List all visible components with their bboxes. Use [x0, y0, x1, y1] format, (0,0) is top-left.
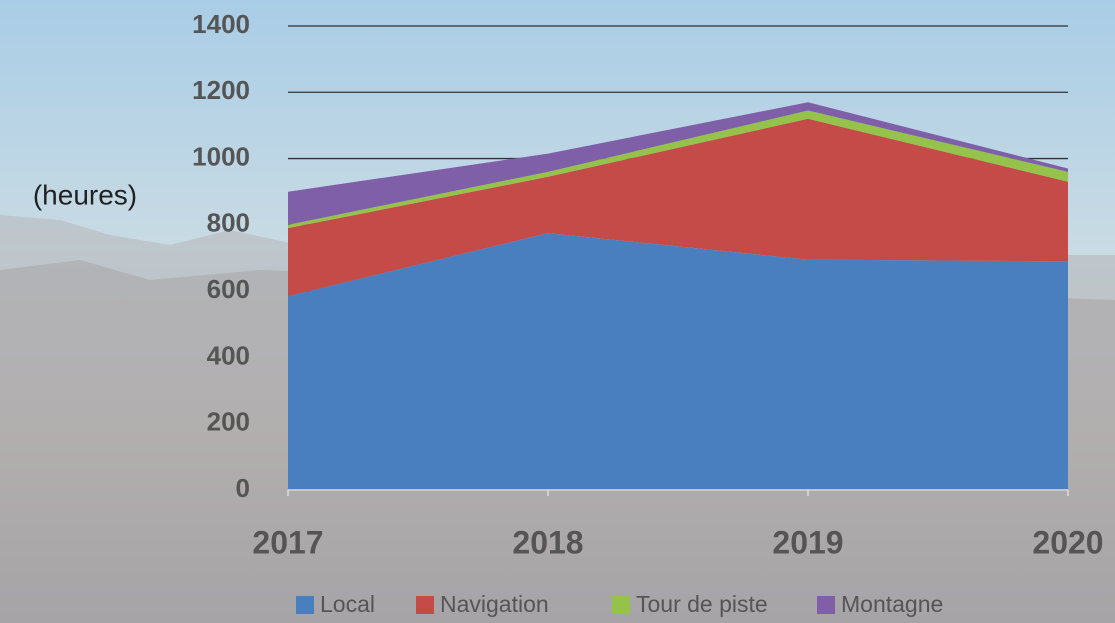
- legend-swatch: [296, 596, 314, 614]
- x-tick-label: 2020: [1032, 524, 1103, 560]
- area: [288, 118, 1068, 297]
- y-tick-label: 800: [207, 208, 250, 238]
- x-tick-label: 2019: [772, 524, 843, 560]
- legend-label: Tour de piste: [636, 591, 768, 617]
- x-tick-label: 2017: [252, 524, 323, 560]
- y-tick-label: 600: [207, 274, 250, 304]
- y-tick-label: 0: [236, 473, 250, 503]
- y-tick-label: 1400: [192, 9, 250, 39]
- legend-label: Montagne: [841, 591, 943, 617]
- y-tick-label: 1200: [192, 75, 250, 105]
- y-tick-label: 1000: [192, 141, 250, 171]
- legend-swatch: [612, 596, 630, 614]
- legend-label: Navigation: [440, 591, 549, 617]
- y-tick-label: 400: [207, 340, 250, 370]
- legend-label: Local: [320, 591, 375, 617]
- y-axis-label: (heures): [33, 179, 137, 210]
- x-tick-label: 2018: [512, 524, 583, 560]
- legend-swatch: [416, 596, 434, 614]
- y-tick-label: 200: [207, 407, 250, 437]
- legend-swatch: [817, 596, 835, 614]
- area: [288, 233, 1068, 490]
